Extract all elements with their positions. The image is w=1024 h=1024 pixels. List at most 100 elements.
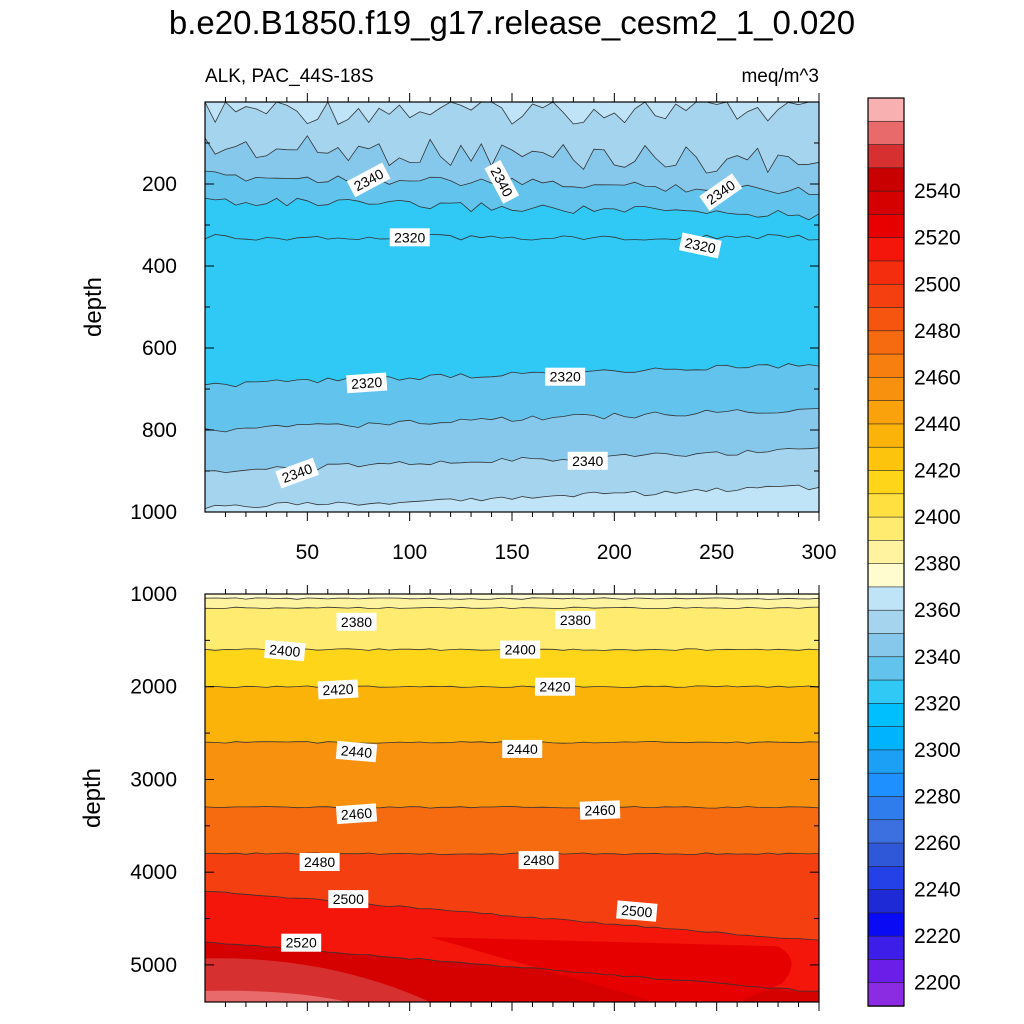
colorbar-tick-label: 2340 <box>914 646 961 669</box>
colorbar-swatch <box>867 633 905 658</box>
colorbar-swatch <box>867 982 905 1007</box>
colorbar-swatch <box>867 237 905 262</box>
colorbar-swatch <box>867 912 905 937</box>
contour-label-box <box>678 232 722 259</box>
colorbar-tick-label: 2260 <box>914 832 961 855</box>
y-tick-label: 400 <box>142 255 177 278</box>
contour-label-text: 2440 <box>340 742 373 761</box>
contour-label-box <box>389 228 430 247</box>
contour-label-text: 2520 <box>286 935 317 951</box>
colorbar-swatch <box>867 144 905 169</box>
contour-band <box>205 806 819 855</box>
colorbar-swatch <box>867 446 905 472</box>
contour-label-text: 2440 <box>507 741 538 757</box>
contour-label-text: 2320 <box>683 234 717 256</box>
contour-label-box <box>502 739 543 758</box>
contour-label-text: 2320 <box>351 374 383 392</box>
y-tick-label: 3000 <box>130 768 177 791</box>
colorbar-tick-label: 2440 <box>914 413 961 436</box>
contour-label-box <box>275 457 319 489</box>
contour-label-text: 2420 <box>539 679 570 695</box>
colorbar-tick-label: 2380 <box>914 553 961 576</box>
contour-label: 2380 <box>336 612 377 631</box>
contour-line <box>204 606 820 610</box>
contour-line <box>204 363 820 388</box>
colorbar-swatch <box>867 260 905 285</box>
colorbar-swatch <box>867 423 905 448</box>
colorbar-tick-label: 2200 <box>914 972 961 995</box>
lower-depth-panel: 2380 2380 2400 2400 2420 2420 2440 2440 2460 2460… <box>79 583 820 1011</box>
contour-label-box <box>336 612 377 631</box>
contour-label: 2320 <box>678 232 722 259</box>
colorbar-swatch <box>867 307 905 332</box>
contour-label-box <box>335 740 378 763</box>
x-tick-label: 200 <box>597 541 632 564</box>
colorbar-swatch <box>867 214 905 239</box>
y-tick-label: 1000 <box>130 501 177 524</box>
contour-line <box>204 234 820 241</box>
y-tick-label: 1000 <box>130 583 177 606</box>
x-tick-label: 300 <box>801 541 836 564</box>
contour-band <box>205 990 349 1002</box>
contour-label: 2420 <box>317 679 359 700</box>
contour-label: 2460 <box>579 800 621 820</box>
contour-label: 2320 <box>545 367 586 386</box>
contour-label-box <box>579 800 621 820</box>
colorbar-tick-label: 2280 <box>914 786 961 809</box>
figure-title: b.e20.B1850.f19_g17.release_cesm2_1_0.02… <box>168 4 856 41</box>
contour-label: 2400 <box>500 640 541 659</box>
contour-label: 2500 <box>328 890 369 909</box>
contour-label-text: 2480 <box>523 852 554 868</box>
contour-label-box <box>616 900 658 922</box>
variable-region-label: ALK, PAC_44S-18S <box>205 66 374 87</box>
x-tick-label: 250 <box>699 541 734 564</box>
contour-band <box>430 937 792 1002</box>
contour-label-text: 2380 <box>341 614 372 630</box>
y-tick-label: 2000 <box>130 676 177 699</box>
colorbar-frame <box>867 97 905 1007</box>
contour-label: 2340 <box>567 451 608 470</box>
contour-label-text: 2380 <box>560 612 591 628</box>
contour-line <box>204 197 820 221</box>
contour-label: 2440 <box>335 740 378 763</box>
contour-band <box>205 852 819 941</box>
x-tick-label: 50 <box>296 541 319 564</box>
colorbar-swatch <box>867 120 905 146</box>
y-tick-label: 5000 <box>130 954 177 977</box>
contour-line <box>204 101 819 125</box>
y-tick-label: 600 <box>142 337 177 360</box>
colorbar-tick-label: 2300 <box>914 739 961 762</box>
contour-line <box>204 597 820 600</box>
y-tick-label: 800 <box>142 419 177 442</box>
y-axis-label: depth <box>80 277 107 337</box>
y-axis-label: depth <box>79 768 106 828</box>
contour-label: 2500 <box>616 900 658 922</box>
contour-label-box <box>699 173 743 212</box>
colorbar-swatch <box>867 889 905 914</box>
contour-label: 2440 <box>502 739 543 758</box>
contour-label-text: 2500 <box>333 891 364 907</box>
contour-label: 2420 <box>535 677 575 696</box>
colorbar-swatch <box>867 679 905 705</box>
colorbar-swatch <box>867 866 905 891</box>
colorbar-swatch <box>867 283 905 309</box>
colorbar-tick-label: 2320 <box>914 692 961 715</box>
contour-label-box <box>555 611 596 629</box>
contour-band <box>205 447 819 509</box>
contour-label-box <box>317 679 359 700</box>
contour-label: 2320 <box>389 228 430 247</box>
contour-label: 2400 <box>264 639 306 662</box>
colorbar-swatch <box>867 167 905 192</box>
contour-label: 2460 <box>335 803 378 825</box>
contour-line <box>204 685 820 688</box>
contour-label-text: 2320 <box>394 229 425 245</box>
colorbar-swatch <box>867 493 905 518</box>
contour-label-text: 2500 <box>621 902 654 921</box>
colorbar-swatch <box>867 656 905 681</box>
contour-band <box>205 685 819 744</box>
colorbar-swatch <box>867 377 905 402</box>
colorbar-tick-label: 2520 <box>914 227 961 250</box>
contour-label-text: 2400 <box>269 641 302 660</box>
